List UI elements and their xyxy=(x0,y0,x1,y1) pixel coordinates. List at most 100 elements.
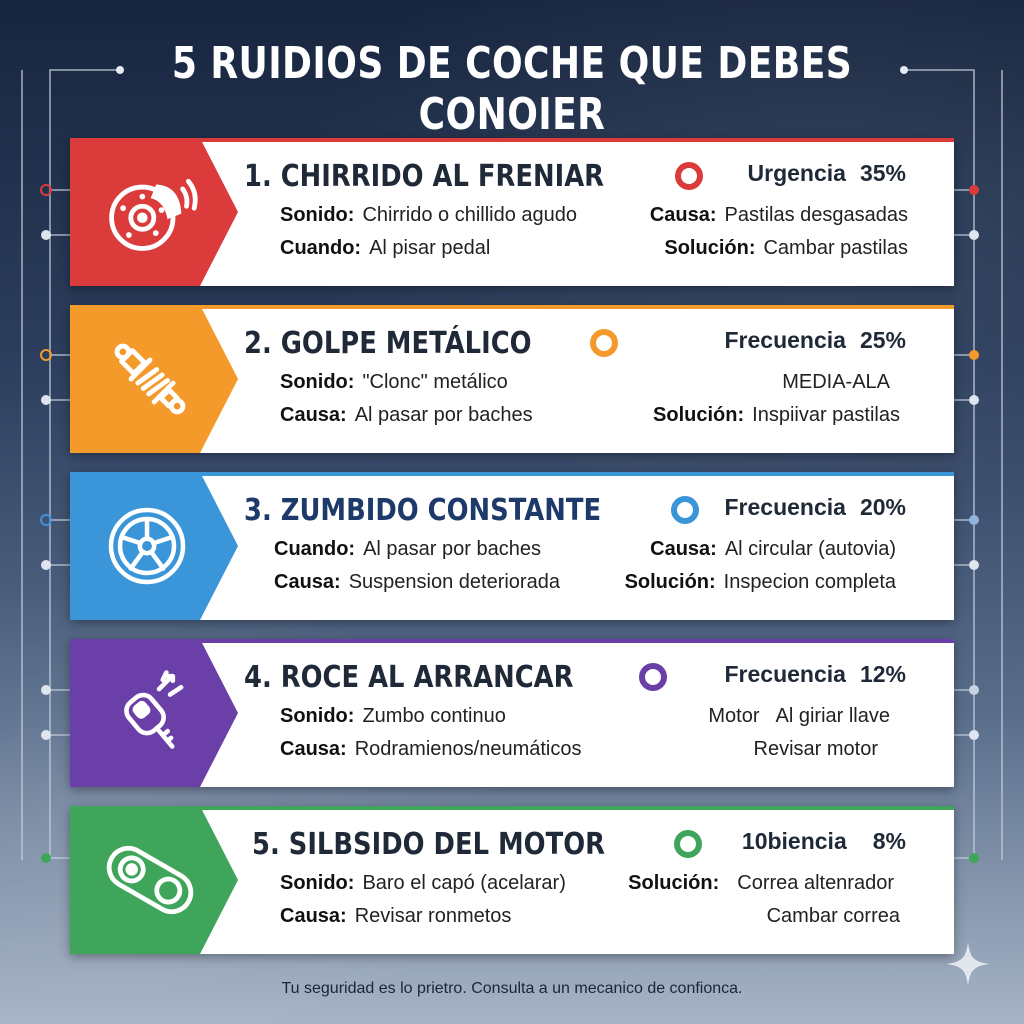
card-chevron xyxy=(70,305,238,453)
detail-row: Causa: Revisar ronmetos xyxy=(280,905,511,928)
metric-value: 35% xyxy=(859,160,906,186)
card-top-border xyxy=(70,806,954,810)
status-dot xyxy=(639,663,668,691)
shock-absorber-icon xyxy=(114,343,186,415)
detail-row: Cambar correa xyxy=(767,905,900,928)
detail-label: Causa: xyxy=(649,204,717,226)
detail-value: Suspension deteriorada xyxy=(348,571,560,593)
detail-value: Al pisar pedal xyxy=(369,237,491,259)
detail-label: Causa: xyxy=(280,738,347,760)
detail-value: Al giriar llave xyxy=(775,705,890,727)
card-chevron xyxy=(70,472,238,620)
detail-value: Revisar motor xyxy=(753,738,878,760)
card-metric: Frecuencia 20% xyxy=(725,494,907,521)
sparkle-icon xyxy=(946,942,990,986)
status-dot xyxy=(590,329,619,357)
detail-label: Solución: xyxy=(664,237,756,259)
detail-label: Causa: xyxy=(650,538,717,560)
noise-card-constant-hum: 3. ZUMBIDO CONSTANTE Frecuencia 20% Cuand… xyxy=(70,472,954,620)
card-chevron xyxy=(70,138,238,286)
metric-value: 8% xyxy=(872,828,906,854)
car-key-icon xyxy=(124,670,184,749)
footer-note: Tu seguridad es lo prietro. Consulta a u… xyxy=(281,980,743,997)
metric-value: 12% xyxy=(859,661,906,687)
detail-label: Cuando: xyxy=(274,538,356,560)
detail-row: MEDIA-ALA xyxy=(782,371,890,394)
detail-row: Causa: Al circular (autovia) xyxy=(650,538,896,561)
detail-row: Solución: Inspecion completa xyxy=(625,571,896,594)
detail-label: Causa: xyxy=(280,404,347,426)
detail-label: Causa: xyxy=(280,905,347,927)
metric-label: Frecuencia xyxy=(724,661,846,687)
detail-label: Sonido: xyxy=(280,371,355,393)
card-chevron xyxy=(70,639,238,787)
metric-value: 20% xyxy=(859,494,906,520)
belt-pulley-icon xyxy=(106,845,194,915)
detail-label: Cuando: xyxy=(280,237,362,259)
card-title: 2. GOLPE METÁLICO xyxy=(244,325,532,361)
metric-value: 25% xyxy=(859,327,906,353)
card-chevron xyxy=(70,806,238,954)
detail-row: Sonido: "Clonc" metálico xyxy=(280,371,508,394)
noise-card-start-grind: 4. ROCE AL ARRANCAR Frecuencia 12% Sonido… xyxy=(70,639,954,787)
detail-value: Rodramienos/neumáticos xyxy=(354,738,582,760)
card-title: 5. SILBSIDO DEL MOTOR xyxy=(252,826,606,862)
detail-row: Causa: Al pasar por baches xyxy=(280,404,533,427)
metric-label: 10biencia xyxy=(741,828,847,854)
detail-label: Sonido: xyxy=(280,872,355,894)
detail-value: Correa altenrador xyxy=(737,872,894,894)
detail-row: Sonido: Zumbo continuo xyxy=(280,705,506,728)
detail-row: Sonido: Chirrido o chillido agudo xyxy=(280,204,577,227)
card-metric: 10biencia 8% xyxy=(742,828,906,855)
detail-value: Baro el capó (acelarar) xyxy=(362,872,566,894)
wheel-icon xyxy=(108,507,186,585)
detail-label: Solución: xyxy=(628,872,720,894)
detail-label: Sonido: xyxy=(280,204,355,226)
card-heading: 2. GOLPE METÁLICO xyxy=(244,325,619,361)
status-dot xyxy=(671,496,700,524)
card-title: 3. ZUMBIDO CONSTANTE xyxy=(244,492,602,528)
brake-disc-icon xyxy=(109,178,198,251)
detail-value: Al circular (autovia) xyxy=(724,538,896,560)
card-top-border xyxy=(70,138,954,142)
detail-row: Sonido: Baro el capó (acelarar) xyxy=(280,872,566,895)
card-heading: 5. SILBSIDO DEL MOTOR xyxy=(252,826,703,862)
detail-row: Revisar motor xyxy=(754,738,878,761)
detail-row: Causa: Pastilas desgasadas xyxy=(650,204,908,227)
card-title: 1. CHIRRIDO AL FRENIAR xyxy=(244,158,605,194)
noise-card-brake-squeal: 1. CHIRRIDO AL FRENIAR Urgencia 35% Sonid… xyxy=(70,138,954,286)
status-dot xyxy=(674,830,703,858)
detail-row: Solución: Cambar pastilas xyxy=(664,237,908,260)
detail-row: Causa: Rodramienos/neumáticos xyxy=(280,738,581,761)
detail-label: Solución: xyxy=(653,404,745,426)
detail-value: Pastilas desgasadas xyxy=(724,204,908,226)
detail-row: Motor Al giriar llave xyxy=(708,705,890,728)
detail-value: "Clonc" metálico xyxy=(362,371,508,393)
metric-label: Frecuencia xyxy=(724,327,846,353)
page-title: 5 RUIDIOS DE COCHE QUE DEBES CONOIER xyxy=(171,38,853,140)
detail-value: Inspecion completa xyxy=(723,571,896,593)
circuit-nodes xyxy=(40,66,979,863)
detail-value: Cambar correa xyxy=(766,905,900,927)
card-metric: Urgencia 35% xyxy=(748,160,906,187)
detail-row: Solución: Correa altenrador xyxy=(628,872,894,895)
card-heading: 1. CHIRRIDO AL FRENIAR xyxy=(244,158,703,194)
card-top-border xyxy=(70,472,954,476)
metric-label: Urgencia xyxy=(747,160,846,186)
noise-card-metal-clunk: 2. GOLPE METÁLICO Frecuencia 25% Sonido: "… xyxy=(70,305,954,453)
detail-row: Causa: Suspension deteriorada xyxy=(274,571,560,594)
card-metric: Frecuencia 12% xyxy=(725,661,907,688)
card-title: 4. ROCE AL ARRANCAR xyxy=(244,659,574,695)
status-dot xyxy=(674,162,703,190)
detail-label: Causa: xyxy=(274,571,341,593)
detail-row: Cuando: Al pisar pedal xyxy=(280,237,490,260)
metric-label: Frecuencia xyxy=(724,494,846,520)
detail-value: Al pasar por baches xyxy=(363,538,541,560)
detail-value: Al pasar por baches xyxy=(354,404,533,426)
detail-value: Cambar pastilas xyxy=(763,237,908,259)
card-metric: Frecuencia 25% xyxy=(725,327,907,354)
card-top-border xyxy=(70,305,954,309)
detail-value: Inspiivar pastilas xyxy=(752,404,900,426)
detail-label: Motor xyxy=(708,705,760,727)
